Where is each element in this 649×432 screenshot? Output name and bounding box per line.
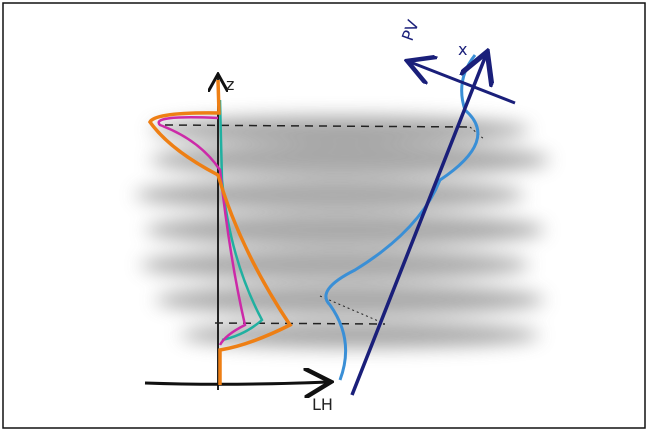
x-axis	[144, 382, 328, 384]
dotted	[469, 126, 486, 141]
dotted	[319, 295, 384, 324]
x-axis-tilted	[350, 55, 486, 396]
orange-curve	[147, 79, 293, 385]
dashed-top	[164, 124, 471, 128]
pv-axis	[410, 62, 516, 105]
x-label: x	[458, 40, 467, 59]
magenta-curve	[157, 116, 247, 346]
lh-label: LH	[312, 395, 333, 414]
z-label: z	[226, 75, 234, 94]
cloud	[135, 116, 550, 348]
